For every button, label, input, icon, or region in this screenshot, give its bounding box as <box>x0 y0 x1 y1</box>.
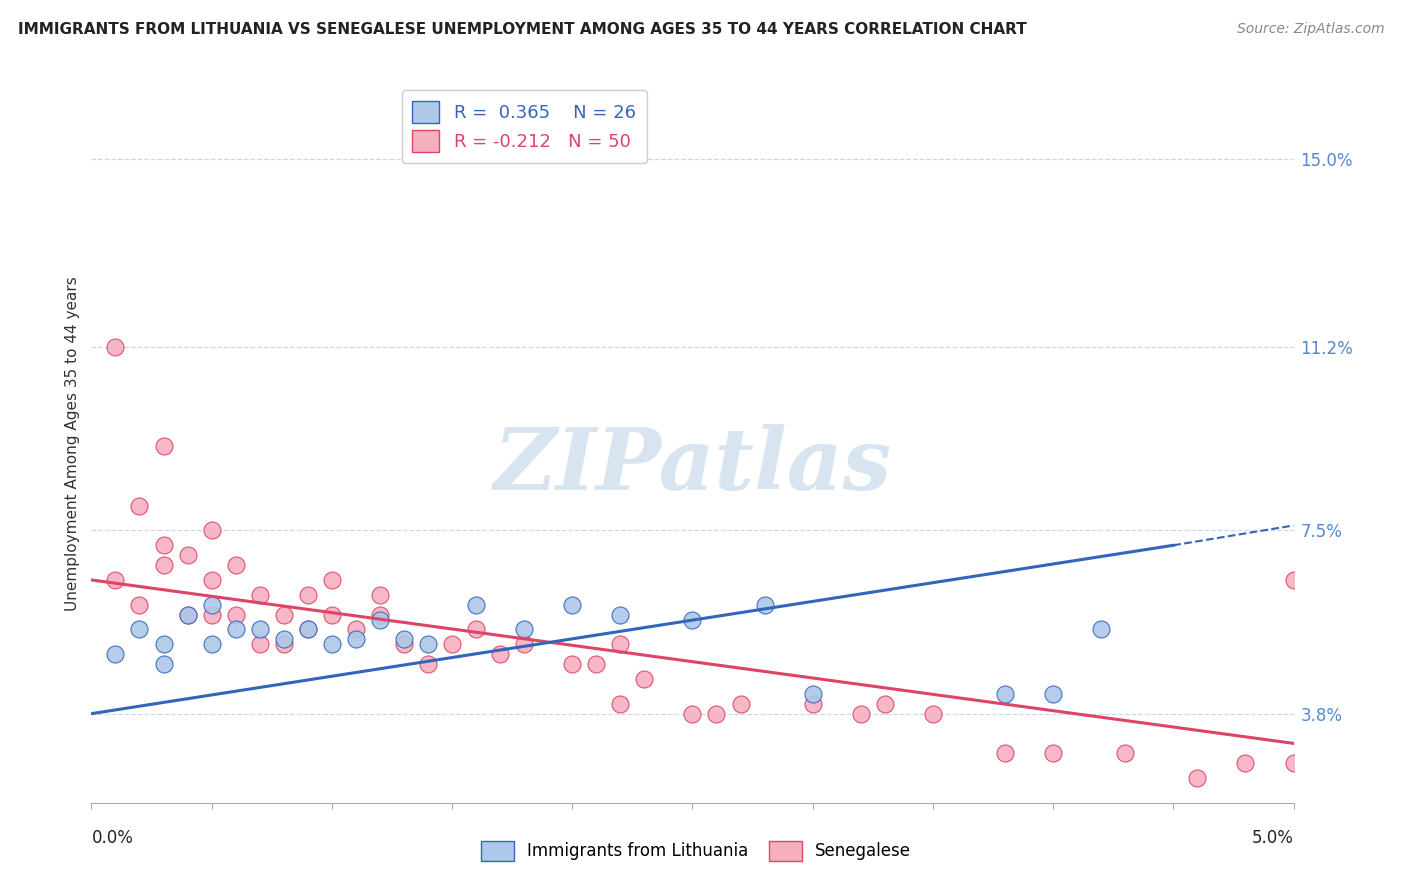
Point <box>1114 746 1136 760</box>
Point <box>754 598 776 612</box>
Point <box>225 558 247 573</box>
Point <box>368 613 391 627</box>
Point <box>273 607 295 622</box>
Point <box>297 588 319 602</box>
Point <box>561 598 583 612</box>
Point <box>609 697 631 711</box>
Point <box>513 637 536 651</box>
Point <box>513 623 536 637</box>
Text: ZIPatlas: ZIPatlas <box>494 424 891 507</box>
Point <box>849 706 872 721</box>
Point <box>465 623 488 637</box>
Point <box>994 746 1017 760</box>
Point <box>321 573 343 587</box>
Point <box>152 538 174 552</box>
Text: IMMIGRANTS FROM LITHUANIA VS SENEGALESE UNEMPLOYMENT AMONG AGES 35 TO 44 YEARS C: IMMIGRANTS FROM LITHUANIA VS SENEGALESE … <box>18 22 1026 37</box>
Legend: Immigrants from Lithuania, Senegalese: Immigrants from Lithuania, Senegalese <box>474 834 918 868</box>
Point <box>152 439 174 453</box>
Point <box>633 672 655 686</box>
Point <box>801 697 824 711</box>
Point <box>489 647 512 661</box>
Point <box>1187 771 1209 785</box>
Point <box>176 607 198 622</box>
Point <box>465 598 488 612</box>
Y-axis label: Unemployment Among Ages 35 to 44 years: Unemployment Among Ages 35 to 44 years <box>65 277 80 611</box>
Point <box>392 637 415 651</box>
Point <box>201 598 224 612</box>
Point <box>922 706 945 721</box>
Point <box>416 637 439 651</box>
Point <box>201 637 224 651</box>
Point <box>225 623 247 637</box>
Point <box>344 623 367 637</box>
Point <box>249 623 271 637</box>
Point <box>368 607 391 622</box>
Point <box>104 647 127 661</box>
Point <box>1282 573 1305 587</box>
Point <box>201 607 224 622</box>
Point <box>1042 687 1064 701</box>
Point <box>440 637 463 651</box>
Text: 5.0%: 5.0% <box>1251 829 1294 847</box>
Point <box>152 558 174 573</box>
Point <box>368 588 391 602</box>
Point <box>297 623 319 637</box>
Point <box>1282 756 1305 771</box>
Point <box>249 637 271 651</box>
Point <box>321 637 343 651</box>
Point <box>321 607 343 622</box>
Point <box>609 637 631 651</box>
Point <box>392 632 415 647</box>
Point <box>273 632 295 647</box>
Point <box>561 657 583 672</box>
Point <box>1042 746 1064 760</box>
Point <box>225 607 247 622</box>
Point <box>1234 756 1257 771</box>
Point <box>152 657 174 672</box>
Point <box>609 607 631 622</box>
Point <box>730 697 752 711</box>
Point <box>681 706 703 721</box>
Text: Source: ZipAtlas.com: Source: ZipAtlas.com <box>1237 22 1385 37</box>
Point <box>801 687 824 701</box>
Point <box>585 657 607 672</box>
Point <box>104 573 127 587</box>
Point <box>152 637 174 651</box>
Point <box>1090 623 1112 637</box>
Point <box>344 632 367 647</box>
Point <box>104 340 127 354</box>
Point <box>994 687 1017 701</box>
Point <box>176 548 198 562</box>
Point <box>128 499 150 513</box>
Point <box>201 573 224 587</box>
Point <box>297 623 319 637</box>
Point <box>176 607 198 622</box>
Point <box>873 697 896 711</box>
Text: 0.0%: 0.0% <box>91 829 134 847</box>
Point <box>681 613 703 627</box>
Legend: R =  0.365    N = 26, R = -0.212   N = 50: R = 0.365 N = 26, R = -0.212 N = 50 <box>402 90 647 163</box>
Point <box>128 623 150 637</box>
Point <box>416 657 439 672</box>
Point <box>128 598 150 612</box>
Point <box>273 637 295 651</box>
Point <box>201 524 224 538</box>
Point <box>706 706 728 721</box>
Point <box>249 588 271 602</box>
